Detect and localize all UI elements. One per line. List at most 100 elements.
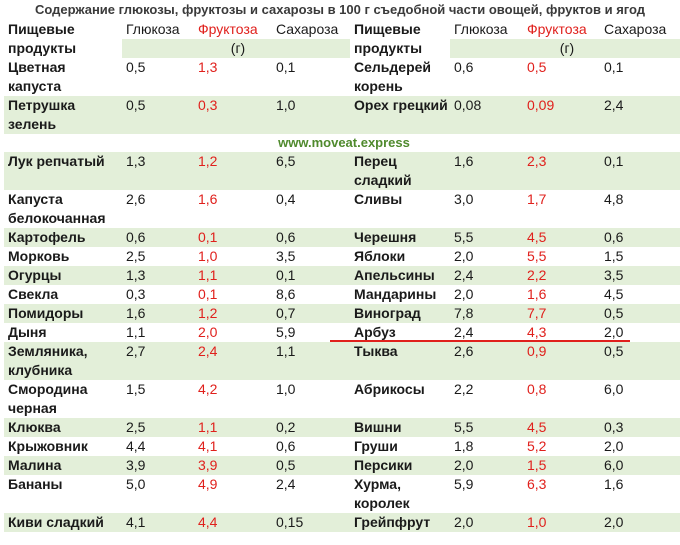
value-cell: 2,4 [276, 476, 296, 492]
value-cell: 1,3 [122, 152, 194, 190]
value-cell: 0,1 [194, 228, 272, 247]
table: Пищевые продукты Глюкоза Фруктоза Сахаро… [4, 20, 680, 532]
value-cell: 6,5 [272, 152, 350, 190]
value-cell: 0,15 [272, 513, 350, 532]
value-cell: 0,09 [523, 96, 600, 134]
product-cell: Петрушка зелень [4, 96, 122, 134]
value-cell: 6,3 [527, 476, 547, 492]
product-cell: Капуста белокочанная [8, 191, 106, 226]
value-cell: 1,8 [454, 438, 474, 454]
value-cell: 0,3 [194, 96, 272, 134]
value-cell: 0,6 [600, 228, 680, 247]
product-cell: Хурма, королек [354, 476, 410, 511]
value-cell: 2,0 [450, 456, 523, 475]
value-cell: 4,2 [198, 381, 218, 397]
value-cell: 2,2 [454, 381, 474, 397]
value-cell: 2,2 [523, 266, 600, 285]
value-cell: 4,4 [126, 438, 146, 454]
value-cell: 0,3 [126, 286, 146, 302]
value-cell: 0,3 [600, 418, 680, 437]
value-cell: 5,5 [527, 248, 547, 264]
value-cell: 2,6 [126, 191, 146, 207]
header-cell: Фруктоза [527, 21, 587, 37]
product-cell: Персики [350, 456, 450, 475]
product-cell: Перец сладкий [350, 152, 450, 190]
value-cell: 3,9 [194, 456, 272, 475]
value-cell: 2,0 [450, 513, 523, 532]
header-cell: Сахароза [604, 21, 667, 37]
product-cell: Сливы [354, 191, 403, 207]
table-row: Смородина черная 1,5 4,2 1,0 Абрикосы 2,2 0,8 6… [4, 380, 680, 418]
product-cell: Апельсины [350, 266, 450, 285]
value-cell: 0,6 [276, 438, 296, 454]
value-cell: 5,5 [450, 228, 523, 247]
value-cell: 2,5 [122, 418, 194, 437]
value-cell: 0,1 [276, 59, 296, 75]
value-cell: 1,1 [194, 266, 272, 285]
value-cell: 2,4 [450, 266, 523, 285]
underline [330, 340, 630, 342]
product-cell: Смородина черная [8, 381, 88, 416]
value-cell: 2,6 [450, 342, 523, 380]
unit-cell: (г) [122, 39, 350, 58]
value-cell: 1,0 [272, 96, 350, 134]
value-cell: 0,5 [272, 456, 350, 475]
value-cell: 4,5 [523, 418, 600, 437]
value-cell: 0,8 [527, 381, 547, 397]
watermark-row: www.moveat.express [4, 134, 680, 152]
table-row: Дыня 1,1 2,0 5,9 Арбуз 2,4 4,3 2,0 [4, 323, 680, 342]
product-cell: Свекла [8, 286, 59, 302]
product-cell: Киви сладкий [4, 513, 122, 532]
header-cell: Пищевые продукты [354, 21, 423, 56]
value-cell: 0,5 [600, 342, 680, 380]
product-cell: Груши [354, 438, 398, 454]
value-cell: 4,3 [527, 324, 547, 340]
table-row: Клюква 2,5 1,1 0,2 Вишни 5,5 4,5 0,3 [4, 418, 680, 437]
value-cell: 4,8 [604, 191, 624, 207]
value-cell: 6,0 [600, 456, 680, 475]
value-cell: 2,4 [600, 96, 680, 134]
header-cell: Глюкоза [454, 21, 508, 37]
product-cell: Абрикосы [354, 381, 425, 397]
table-row: Бананы 5,0 4,9 2,4 Хурма, королек 5,9 6,3 1,6 [4, 475, 680, 513]
value-cell: 4,9 [198, 476, 218, 492]
value-cell: 0,1 [198, 286, 218, 302]
value-cell: 2,5 [126, 248, 146, 264]
value-cell: 3,5 [276, 248, 296, 264]
value-cell: 4,1 [198, 438, 218, 454]
value-cell: 0,6 [122, 228, 194, 247]
header-cell: Пищевые продукты [8, 21, 77, 56]
table-row: Цветная капуста 0,5 1,3 0,1 Сельдерей корень… [4, 58, 680, 96]
value-cell: 1,5 [126, 381, 146, 397]
value-cell: 1,0 [276, 381, 296, 397]
table-row: Капуста белокочанная 2,6 1,6 0,4 Сливы 3,0 1,7… [4, 190, 680, 228]
value-cell: 2,3 [523, 152, 600, 190]
value-cell: 2,4 [194, 342, 272, 380]
value-cell: 4,5 [604, 286, 624, 302]
table-row: Свекла 0,3 0,1 8,6 Мандарины 2,0 1,6 4,5 [4, 285, 680, 304]
value-cell: 0,6 [454, 59, 474, 75]
value-cell: 1,6 [527, 286, 547, 302]
product-cell: Черешня [350, 228, 450, 247]
header-row: (г) (г) [4, 39, 680, 58]
value-cell: 2,0 [454, 286, 474, 302]
value-cell: 6,0 [604, 381, 624, 397]
value-cell: 0,1 [604, 59, 624, 75]
value-cell: 3,0 [454, 191, 474, 207]
product-cell: Вишни [350, 418, 450, 437]
product-cell: Мандарины [354, 286, 437, 302]
product-cell: Цветная капуста [8, 59, 66, 94]
value-cell: 1,6 [122, 304, 194, 323]
value-cell: 4,5 [523, 228, 600, 247]
header-row: Пищевые продукты Глюкоза Фруктоза Сахаро… [4, 20, 680, 56]
value-cell: 1,1 [272, 342, 350, 380]
value-cell: 1,5 [604, 248, 624, 264]
value-cell: 1,1 [194, 418, 272, 437]
table-row: Картофель 0,6 0,1 0,6 Черешня 5,5 4,5 0,6 [4, 228, 680, 247]
value-cell: 0,5 [122, 96, 194, 134]
value-cell: 0,5 [527, 59, 547, 75]
product-cell: Земляника, клубника [4, 342, 122, 380]
value-cell: 2,4 [454, 324, 474, 340]
value-cell: 0,5 [600, 304, 680, 323]
value-cell: 1,1 [126, 324, 146, 340]
